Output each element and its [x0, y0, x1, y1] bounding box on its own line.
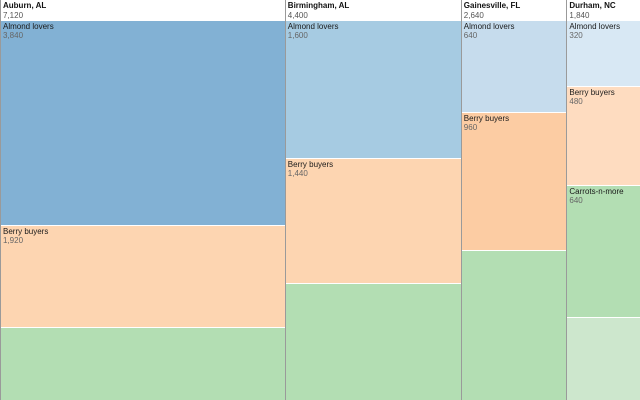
column-name: Auburn, AL	[3, 1, 47, 10]
segment-label: Berry buyers	[463, 114, 510, 124]
segment-label: Almond lovers	[3, 22, 54, 31]
segment-cell: Berry buyers 480	[567, 86, 640, 186]
segment-cell: Berry buyers 1,920	[1, 224, 285, 328]
column-name: Birmingham, AL	[287, 1, 350, 10]
column-total: 7,120	[3, 11, 24, 20]
column-header: Gainesville, FL 2,640	[461, 0, 567, 20]
column-name: Gainesville, FL	[463, 1, 521, 10]
segment-label: Carrots-n-more	[569, 187, 624, 197]
segment-value: 1,920	[3, 235, 24, 245]
segment-value: 640	[463, 31, 478, 40]
segment-cell	[567, 317, 640, 400]
segment-cell: Almond lovers 3,840	[1, 20, 285, 225]
column-name: Durham, NC	[569, 1, 616, 10]
column-total: 4,400	[287, 11, 308, 20]
column-header: Durham, NC 1,840	[567, 0, 640, 20]
segment-cell: Carrots-n-more 640	[567, 185, 640, 318]
column-total: 2,640	[463, 11, 484, 20]
segment-cell	[285, 282, 461, 400]
column-header: Birmingham, AL 4,400	[285, 0, 461, 20]
segment-value: 320	[569, 31, 583, 40]
market-column: Auburn, AL 7,120 Almond lovers 3,840 Berry b…	[0, 0, 285, 400]
market-column: Durham, NC 1,840 Almond lovers 320 Berry buy…	[566, 0, 640, 400]
market-column: Birmingham, AL 4,400 Almond lovers 1,600 Ber…	[284, 0, 461, 400]
segment-label: Almond lovers	[463, 22, 515, 31]
segment-value: 960	[463, 123, 478, 133]
segment-label: Berry buyers	[287, 160, 334, 170]
segment-value: 3,840	[3, 31, 24, 40]
segment-cell: Berry buyers 960	[461, 112, 567, 251]
segment-cell	[461, 250, 567, 400]
segment-value: 1,440	[287, 169, 308, 179]
segment-cell	[1, 327, 285, 400]
segment-cell: Almond lovers 640	[461, 20, 567, 113]
segment-value: 640	[569, 196, 583, 206]
segment-cell: Almond lovers 1,600	[285, 20, 461, 159]
segment-cell: Berry buyers 1,440	[285, 158, 461, 283]
segment-value: 480	[569, 97, 583, 107]
segment-label: Almond lovers	[569, 22, 621, 31]
column-header: Auburn, AL 7,120	[1, 0, 285, 20]
segment-value: 1,600	[287, 31, 308, 40]
segment-label: Almond lovers	[287, 22, 339, 31]
segment-label: Berry buyers	[3, 226, 49, 236]
column-total: 1,840	[569, 11, 590, 20]
market-column: Gainesville, FL 2,640 Almond lovers 640 Berr…	[460, 0, 567, 400]
segment-cell: Almond lovers 320	[567, 20, 640, 87]
segment-label: Berry buyers	[569, 88, 615, 98]
